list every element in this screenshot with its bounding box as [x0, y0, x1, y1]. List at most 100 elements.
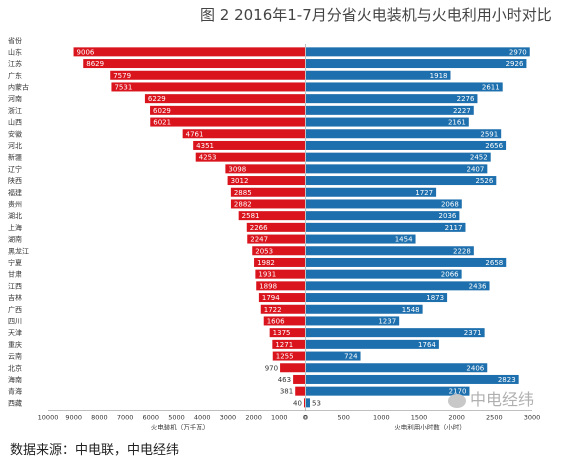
value-label-left-1: 8629 — [86, 60, 104, 68]
value-label-right-22: 1548 — [402, 306, 420, 314]
value-label-right-0: 2970 — [509, 48, 527, 56]
category-label-28: 海南 — [8, 375, 22, 384]
value-label-right-20: 2436 — [469, 282, 487, 290]
bar-left-30 — [303, 398, 305, 408]
category-label-25: 重庆 — [8, 340, 22, 349]
left-tick-label-2: 8000 — [91, 414, 108, 422]
bar-right-23 — [306, 316, 400, 326]
category-label-30: 西藏 — [8, 398, 22, 407]
value-label-left-28: 463 — [278, 376, 291, 384]
value-label-right-2: 1918 — [430, 72, 448, 80]
value-label-right-23: 1237 — [378, 317, 396, 325]
value-label-right-26: 724 — [344, 353, 358, 361]
bar-right-11 — [306, 176, 497, 186]
right-tick-label-1: 500 — [337, 414, 349, 422]
bar-right-3 — [306, 82, 503, 92]
value-label-right-6: 2161 — [448, 119, 466, 127]
left-tick-label-1: 9000 — [65, 414, 82, 422]
value-label-left-7: 4761 — [186, 130, 204, 138]
bar-right-19 — [306, 269, 462, 279]
bar-left-5 — [150, 105, 305, 115]
category-label-21: 吉林 — [8, 293, 22, 302]
right-tick-label-6: 3000 — [524, 414, 541, 422]
bars-right-group — [306, 47, 530, 408]
bar-right-5 — [306, 105, 474, 115]
wechat-logo-icon — [448, 393, 466, 408]
value-label-left-11: 3012 — [231, 177, 249, 185]
value-label-left-2: 7579 — [113, 72, 131, 80]
bar-left-6 — [150, 117, 305, 127]
source-note: 数据来源：中电联，中电经纬 — [10, 443, 180, 458]
right-tick-label-5: 2500 — [486, 414, 503, 422]
value-label-left-6: 6021 — [153, 119, 171, 127]
value-label-right-27: 2406 — [466, 364, 484, 372]
value-label-right-4: 2276 — [457, 95, 475, 103]
category-label-20: 江西 — [8, 282, 22, 290]
value-label-right-11: 2526 — [475, 177, 493, 185]
value-label-right-18: 2658 — [485, 259, 503, 267]
value-label-left-21: 1794 — [262, 294, 280, 302]
bar-right-24 — [306, 328, 485, 338]
bar-right-17 — [306, 246, 474, 256]
value-label-right-1: 2926 — [506, 60, 524, 68]
bar-right-22 — [306, 304, 423, 314]
bar-left-12 — [230, 187, 305, 197]
axes-group: 10000 9000 8000 7000 6000 5000 4000 3000 2000 100… — [38, 44, 541, 430]
category-label-2: 广东 — [8, 71, 22, 80]
bar-right-21 — [306, 293, 448, 303]
bar-right-12 — [306, 187, 437, 197]
value-label-left-19: 1931 — [258, 271, 276, 279]
bar-left-24 — [269, 328, 305, 338]
bar-left-2 — [110, 70, 306, 80]
category-label-23: 四川 — [8, 317, 22, 325]
bar-left-13 — [230, 199, 305, 209]
bar-left-29 — [295, 386, 305, 396]
value-label-left-22: 1722 — [264, 306, 282, 314]
bar-right-29 — [306, 386, 470, 396]
value-label-right-17: 2228 — [453, 247, 471, 255]
bar-left-16 — [247, 234, 305, 244]
bar-right-4 — [306, 94, 478, 104]
value-label-left-16: 2247 — [250, 236, 268, 244]
value-label-left-3: 7531 — [114, 83, 132, 91]
bar-left-19 — [255, 269, 305, 279]
value-label-left-20: 1898 — [259, 282, 277, 290]
bar-right-18 — [306, 257, 507, 267]
bar-left-23 — [263, 316, 305, 326]
right-axis-label: 火电利用小时数（小时） — [394, 423, 466, 430]
bar-right-25 — [306, 339, 439, 349]
value-label-right-9: 2452 — [470, 154, 488, 162]
category-label-14: 湖北 — [8, 211, 22, 220]
bar-right-2 — [306, 70, 451, 80]
category-label-13: 贵州 — [8, 199, 22, 208]
value-label-left-8: 4351 — [196, 142, 214, 150]
value-label-left-17: 2053 — [255, 247, 273, 255]
value-label-right-13: 2068 — [441, 200, 459, 208]
value-label-right-3: 2611 — [482, 83, 500, 91]
bar-left-0 — [73, 47, 305, 57]
value-label-right-25: 1764 — [418, 341, 436, 349]
bar-left-3 — [111, 82, 305, 92]
chart-title: 图 2 2016年1-7月分省火电装机与火电利用小时对比 — [200, 6, 552, 24]
left-tick-label-4: 6000 — [143, 414, 160, 422]
bar-right-27 — [306, 363, 488, 373]
bar-left-22 — [260, 304, 305, 314]
category-label-4: 河南 — [8, 94, 22, 103]
category-label-24: 天津 — [8, 329, 22, 337]
value-label-right-24: 2371 — [464, 329, 482, 337]
bar-left-14 — [238, 211, 305, 221]
value-label-left-10: 3098 — [228, 165, 246, 173]
right-tick-label-0: 0 — [304, 414, 308, 422]
category-label-11: 陕西 — [8, 176, 22, 185]
bar-right-15 — [306, 222, 466, 232]
bar-right-10 — [306, 164, 488, 174]
bar-left-8 — [193, 140, 305, 150]
bar-right-16 — [306, 234, 416, 244]
bar-left-25 — [272, 339, 305, 349]
bar-right-7 — [306, 129, 502, 139]
left-tick-label-6: 4000 — [194, 414, 211, 422]
value-label-left-12: 2885 — [234, 189, 252, 197]
value-label-left-29: 381 — [280, 388, 293, 396]
